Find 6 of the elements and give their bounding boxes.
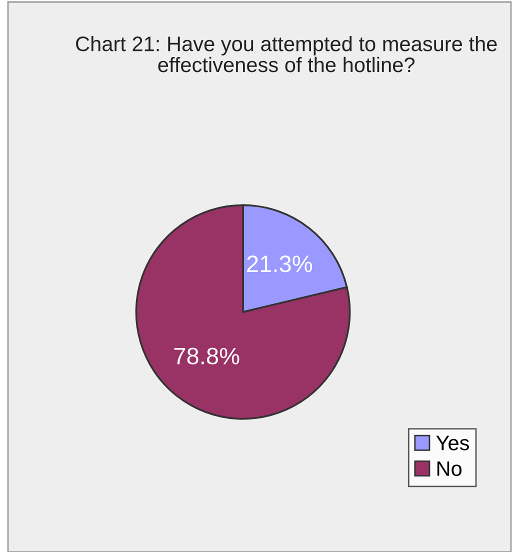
- pie-slice: [135, 204, 351, 420]
- data-label: 78.8%: [174, 348, 240, 364]
- legend-label: No: [437, 461, 462, 476]
- data-label: 21.3%: [247, 256, 312, 272]
- chart-title: Chart 21: Have you attempted to measure the effectiveness of the hotline?: [76, 36, 497, 72]
- legend-label: Yes: [436, 436, 469, 450]
